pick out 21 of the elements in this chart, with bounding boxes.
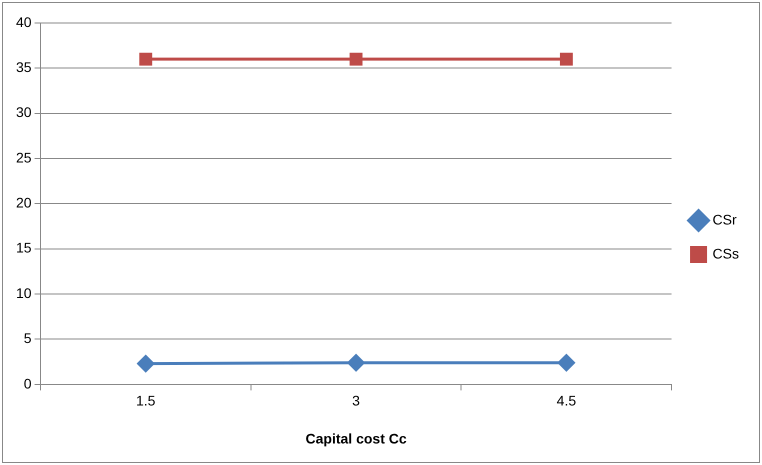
- y-tick-label: 0: [24, 375, 32, 392]
- y-tick-label: 5: [24, 330, 32, 346]
- legend-label: CSs: [712, 245, 740, 262]
- x-axis-title: Capital cost Cc: [305, 430, 407, 446]
- legend-label: CSr: [712, 211, 737, 228]
- y-tick-label: 20: [16, 194, 32, 211]
- x-tick-label: 4.5: [556, 392, 576, 409]
- y-tick-label: 25: [16, 149, 32, 166]
- y-tick-label: 40: [16, 14, 32, 30]
- y-tick-label: 15: [16, 240, 32, 256]
- point: [350, 52, 363, 66]
- y-tick-label: 30: [16, 104, 32, 120]
- point: [139, 52, 152, 66]
- y-tick-label: 10: [16, 284, 32, 301]
- point: [137, 355, 154, 372]
- y-tick-label: 35: [16, 59, 32, 76]
- x-tick-label: 3: [352, 392, 360, 409]
- point: [348, 354, 365, 372]
- point: [558, 354, 575, 372]
- point: [560, 52, 573, 66]
- x-tick-label: 1.5: [136, 392, 156, 409]
